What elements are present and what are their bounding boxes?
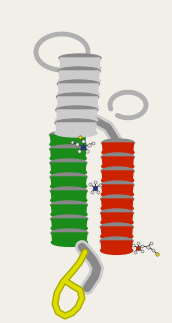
Ellipse shape: [101, 195, 134, 203]
Polygon shape: [59, 71, 99, 81]
Ellipse shape: [55, 119, 97, 127]
Ellipse shape: [101, 153, 134, 161]
Ellipse shape: [51, 182, 87, 190]
Ellipse shape: [58, 77, 100, 85]
Ellipse shape: [51, 196, 87, 204]
Polygon shape: [60, 58, 100, 68]
Ellipse shape: [50, 145, 87, 153]
Polygon shape: [57, 110, 97, 120]
Polygon shape: [101, 241, 132, 251]
Ellipse shape: [101, 246, 133, 255]
Polygon shape: [102, 199, 133, 209]
Ellipse shape: [51, 201, 88, 209]
Ellipse shape: [58, 67, 100, 75]
Ellipse shape: [59, 64, 101, 72]
Ellipse shape: [100, 237, 133, 245]
Ellipse shape: [50, 154, 86, 162]
Polygon shape: [58, 97, 98, 107]
Ellipse shape: [101, 204, 133, 213]
Ellipse shape: [101, 167, 134, 175]
Ellipse shape: [102, 176, 134, 184]
Ellipse shape: [56, 106, 98, 114]
Ellipse shape: [50, 168, 86, 176]
Ellipse shape: [51, 224, 87, 232]
Ellipse shape: [56, 116, 98, 124]
Polygon shape: [101, 227, 132, 237]
Ellipse shape: [101, 190, 133, 198]
Ellipse shape: [101, 232, 133, 240]
Polygon shape: [51, 135, 85, 145]
Polygon shape: [58, 84, 98, 94]
Polygon shape: [101, 213, 132, 223]
Polygon shape: [52, 233, 87, 243]
Polygon shape: [102, 185, 133, 195]
Polygon shape: [56, 123, 96, 133]
Polygon shape: [102, 157, 133, 167]
Ellipse shape: [50, 187, 87, 195]
Ellipse shape: [50, 173, 87, 181]
Polygon shape: [51, 163, 86, 173]
Polygon shape: [51, 177, 86, 187]
Ellipse shape: [50, 141, 86, 148]
Ellipse shape: [101, 218, 133, 226]
Ellipse shape: [51, 215, 88, 223]
Ellipse shape: [50, 131, 87, 139]
Polygon shape: [51, 205, 87, 215]
Ellipse shape: [51, 238, 87, 246]
Ellipse shape: [51, 210, 87, 218]
Ellipse shape: [59, 54, 101, 62]
Ellipse shape: [100, 209, 133, 217]
Polygon shape: [102, 171, 133, 181]
Polygon shape: [103, 143, 133, 153]
Ellipse shape: [102, 162, 134, 170]
Ellipse shape: [57, 103, 99, 111]
Ellipse shape: [57, 90, 99, 98]
Ellipse shape: [57, 93, 99, 101]
Polygon shape: [52, 219, 87, 229]
Ellipse shape: [51, 229, 88, 237]
Polygon shape: [51, 191, 86, 201]
Ellipse shape: [100, 223, 133, 231]
Ellipse shape: [50, 159, 87, 167]
Ellipse shape: [101, 139, 135, 147]
Ellipse shape: [55, 129, 97, 137]
Ellipse shape: [102, 148, 134, 156]
Polygon shape: [51, 149, 86, 159]
Ellipse shape: [101, 181, 134, 189]
Ellipse shape: [57, 80, 99, 88]
